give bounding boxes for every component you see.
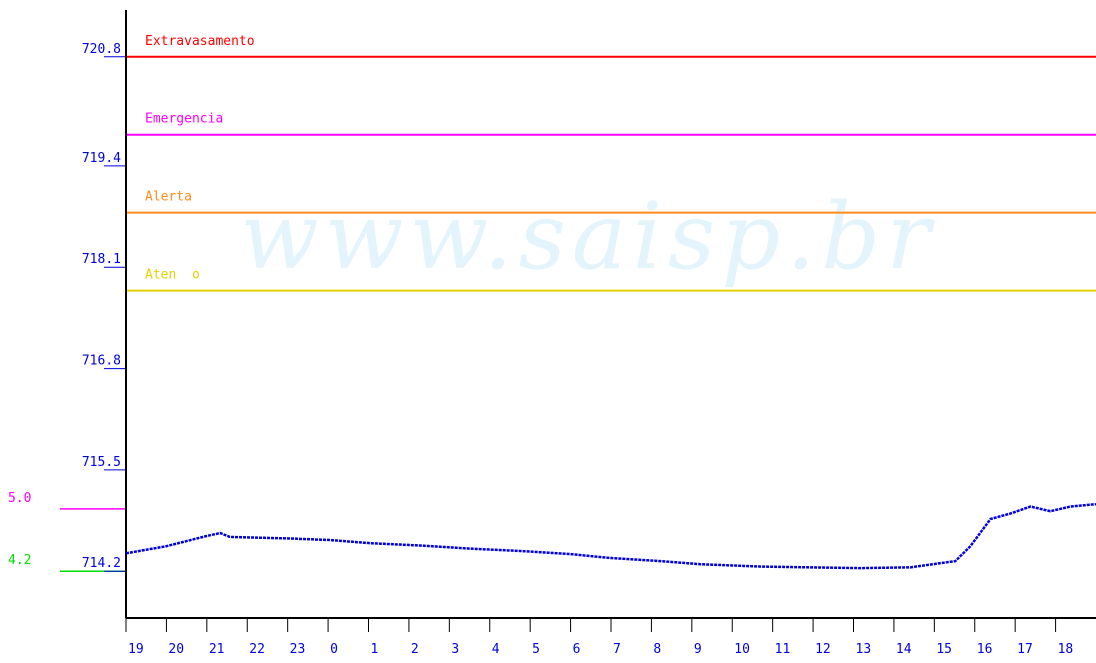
x-tick-label: 6: [573, 642, 581, 657]
y-tick-label: 714.2: [82, 556, 121, 571]
watermark: www.saisp.br: [240, 183, 936, 290]
marker-label: 5.0: [8, 491, 31, 506]
x-tick-label: 15: [936, 642, 952, 657]
y-tick-label: 719.4: [82, 151, 121, 166]
marker-label: 4.2: [8, 553, 31, 568]
threshold-label: Aten o: [145, 268, 200, 283]
level-line: [125, 502, 1096, 570]
y-tick-label: 718.1: [82, 252, 121, 267]
threshold-label: Emergencia: [145, 112, 223, 127]
x-tick-label: 11: [775, 642, 791, 657]
x-tick-label: 13: [856, 642, 872, 657]
x-tick-label: 12: [815, 642, 831, 657]
x-tick-label: 19: [128, 642, 144, 657]
y-tick-label: 716.8: [82, 354, 121, 369]
x-tick-label: 5: [532, 642, 540, 657]
y-tick-label: 720.8: [82, 42, 121, 57]
x-tick-label: 3: [451, 642, 459, 657]
x-tick-label: 17: [1017, 642, 1033, 657]
x-tick-label: 9: [694, 642, 702, 657]
x-tick-label: 20: [168, 642, 184, 657]
x-tick-label: 4: [492, 642, 500, 657]
y-tick-label: 715.5: [82, 455, 121, 470]
x-tick-label: 16: [977, 642, 993, 657]
x-tick-label: 23: [290, 642, 306, 657]
x-tick-label: 8: [653, 642, 661, 657]
x-tick-label: 21: [209, 642, 225, 657]
x-tick-label: 18: [1058, 642, 1074, 657]
threshold-label: Alerta: [145, 190, 192, 205]
x-tick-label: 0: [330, 642, 338, 657]
x-tick-label: 1: [371, 642, 379, 657]
x-tick-label: 2: [411, 642, 419, 657]
threshold-label: Extravasamento: [145, 34, 255, 49]
x-tick-label: 7: [613, 642, 621, 657]
x-tick-label: 10: [734, 642, 750, 657]
x-tick-label: 14: [896, 642, 912, 657]
x-tick-label: 22: [249, 642, 265, 657]
